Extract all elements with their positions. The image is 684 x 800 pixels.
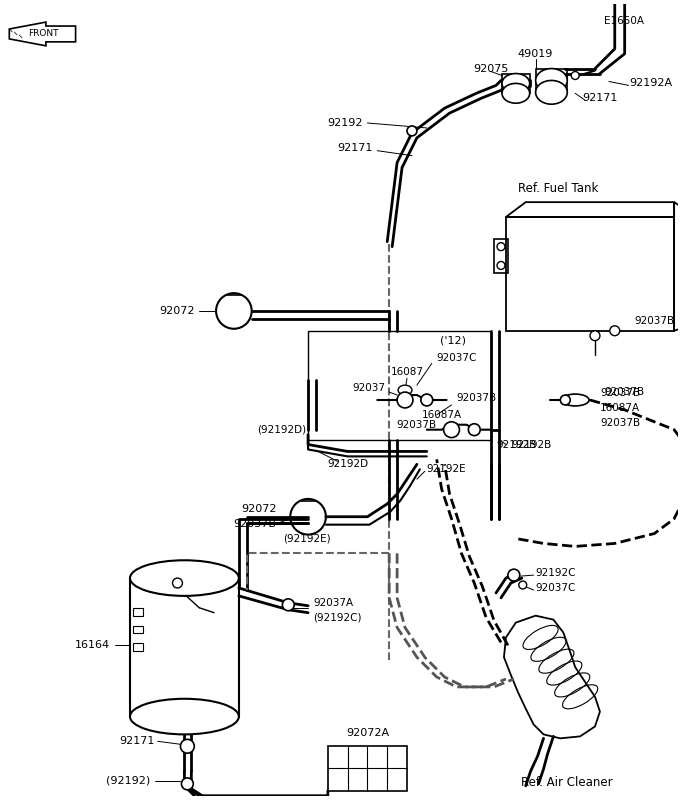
Text: 92037A: 92037A (313, 598, 353, 608)
Circle shape (610, 326, 620, 336)
Circle shape (444, 422, 460, 438)
Circle shape (497, 242, 505, 250)
Text: 16087A: 16087A (600, 403, 640, 413)
Ellipse shape (502, 83, 529, 103)
Circle shape (469, 424, 480, 436)
Text: 49019: 49019 (518, 49, 553, 58)
Text: 92192D: 92192D (327, 459, 368, 470)
Circle shape (518, 581, 527, 589)
Text: (92192): (92192) (105, 776, 150, 786)
Text: 92192B: 92192B (496, 439, 536, 450)
Bar (308, 330, 491, 439)
Text: 92037B: 92037B (233, 518, 276, 529)
Circle shape (282, 599, 294, 610)
Bar (536, 69, 567, 92)
Text: 92037C: 92037C (536, 583, 576, 593)
Text: 92192A: 92192A (629, 78, 673, 89)
Text: (92192C): (92192C) (313, 613, 362, 622)
Circle shape (560, 395, 570, 405)
Text: 92037B: 92037B (605, 387, 645, 397)
Text: 92192: 92192 (327, 118, 363, 128)
Text: 16164: 16164 (75, 640, 110, 650)
Ellipse shape (398, 385, 412, 395)
Text: 16087: 16087 (391, 367, 423, 378)
Text: 92037B: 92037B (600, 418, 640, 428)
Circle shape (407, 126, 417, 136)
Ellipse shape (536, 69, 567, 92)
Text: 92037B: 92037B (397, 420, 436, 430)
Text: Ref. Air Cleaner: Ref. Air Cleaner (521, 776, 613, 789)
Text: E1650A: E1650A (605, 16, 644, 26)
Text: 92075: 92075 (473, 63, 509, 74)
Polygon shape (10, 22, 76, 46)
Circle shape (497, 262, 505, 270)
Ellipse shape (502, 74, 529, 94)
Bar (494, 238, 508, 274)
Text: 92072A: 92072A (346, 728, 389, 738)
Circle shape (571, 71, 579, 79)
Text: 92192E: 92192E (427, 464, 466, 474)
Text: 92037B: 92037B (600, 388, 640, 398)
Text: 92037: 92037 (352, 383, 385, 393)
Text: 92192B: 92192B (511, 439, 551, 450)
Circle shape (181, 778, 194, 790)
Circle shape (590, 330, 600, 341)
Ellipse shape (130, 698, 239, 734)
Text: 92037C: 92037C (436, 354, 477, 363)
Text: (92192D): (92192D) (256, 425, 306, 434)
Text: FRONT: FRONT (27, 30, 58, 38)
Text: Ref. Fuel Tank: Ref. Fuel Tank (518, 182, 598, 195)
Text: 92171: 92171 (582, 94, 618, 103)
Text: 92171: 92171 (337, 142, 372, 153)
Text: 92072: 92072 (159, 306, 194, 316)
Bar (133, 643, 143, 651)
Ellipse shape (562, 394, 589, 406)
Text: 92072: 92072 (241, 504, 276, 514)
Bar (133, 626, 143, 634)
Ellipse shape (536, 81, 567, 104)
Text: 92037B: 92037B (635, 316, 674, 326)
Bar (133, 608, 143, 616)
Circle shape (508, 569, 520, 581)
Text: 92037B: 92037B (456, 393, 497, 403)
Text: 16087A: 16087A (421, 410, 462, 420)
Circle shape (181, 739, 194, 753)
Text: (92192E): (92192E) (283, 534, 331, 543)
Bar (502, 74, 529, 94)
Circle shape (172, 578, 183, 588)
Circle shape (397, 392, 413, 408)
Text: 92192C: 92192C (536, 568, 576, 578)
Text: 92171: 92171 (119, 736, 155, 746)
Bar (328, 746, 407, 790)
Circle shape (421, 394, 433, 406)
Text: ('12): ('12) (440, 336, 466, 346)
Ellipse shape (130, 560, 239, 596)
